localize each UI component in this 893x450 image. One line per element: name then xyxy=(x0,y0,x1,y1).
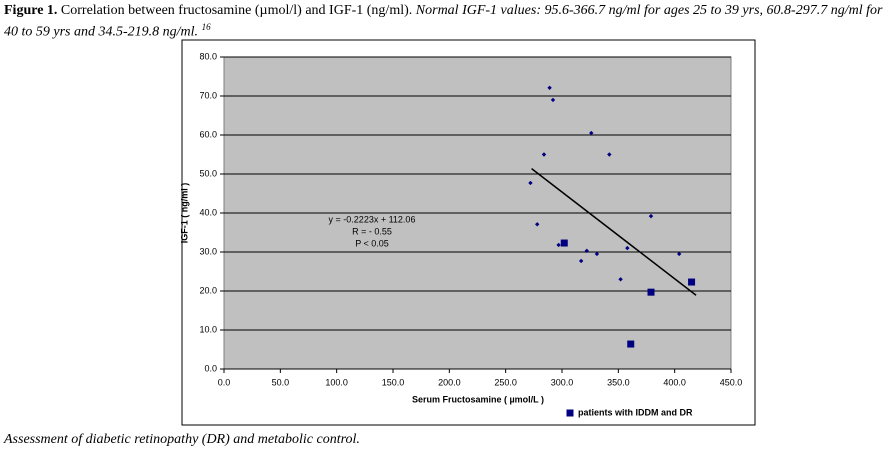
legend-label: patients with IDDM and DR xyxy=(578,407,693,417)
y-tick-label: 80.0 xyxy=(199,51,217,61)
marker xyxy=(578,258,584,264)
x-tick-label: 200.0 xyxy=(438,377,461,387)
x-tick-label: 450.0 xyxy=(720,377,743,387)
marker xyxy=(550,97,556,103)
marker xyxy=(528,180,533,186)
marker xyxy=(676,251,682,257)
chart: IGF-1 ( ng/ml ) Serum Fructosamine ( µmo… xyxy=(179,39,756,426)
marker xyxy=(556,242,561,248)
y-tick-label: 10.0 xyxy=(199,324,217,334)
marker xyxy=(547,85,552,91)
marker xyxy=(627,340,635,348)
y-tick-label: 30.0 xyxy=(199,246,217,256)
y-tick-label: 0.0 xyxy=(204,363,217,373)
marker xyxy=(594,251,600,257)
marker xyxy=(535,222,540,227)
trendline xyxy=(531,168,697,296)
marker xyxy=(688,278,696,286)
marker xyxy=(618,277,623,282)
x-tick-label: 250.0 xyxy=(494,377,517,387)
x-tick-label: 150.0 xyxy=(382,377,405,387)
y-tick-label: 20.0 xyxy=(199,285,217,295)
x-tick-label: 0.0 xyxy=(218,377,231,387)
y-tick-label: 40.0 xyxy=(199,207,217,217)
marker xyxy=(560,239,568,247)
y-tick-label: 50.0 xyxy=(199,168,217,178)
caption-note: Normal IGF-1 values: 95.6-366.7 ng/ml fo… xyxy=(4,3,883,40)
annotation: R = - 0.55 xyxy=(352,226,392,236)
x-tick-label: 50.0 xyxy=(272,377,290,387)
y-axis-label: IGF-1 ( ng/ml ) xyxy=(179,183,189,244)
footer: Assessment of diabetic retinopathy (DR) … xyxy=(4,432,360,447)
marker xyxy=(584,248,589,254)
marker xyxy=(647,288,655,296)
marker xyxy=(566,409,574,417)
x-axis-label: Serum Fructosamine ( µmol/L ) xyxy=(412,394,544,404)
marker xyxy=(625,245,630,251)
marker xyxy=(648,213,654,219)
caption-ref: 16 xyxy=(201,22,211,32)
x-tick-label: 350.0 xyxy=(607,377,630,387)
y-tick-label: 70.0 xyxy=(199,90,217,100)
marker xyxy=(607,152,612,157)
x-tick-label: 300.0 xyxy=(551,377,574,387)
caption-text: Correlation between fructosamine (µmol/l… xyxy=(60,3,413,18)
annotation: y = -0.2223x + 112.06 xyxy=(329,214,416,224)
x-tick-label: 100.0 xyxy=(325,377,348,387)
marker xyxy=(589,130,594,136)
marker xyxy=(541,152,547,157)
caption-label: Figure 1. xyxy=(4,3,58,18)
x-tick-label: 400.0 xyxy=(663,377,686,387)
y-tick-label: 60.0 xyxy=(199,129,217,139)
caption: Figure 1. Correlation between fructosami… xyxy=(4,3,889,41)
annotation: P < 0.05 xyxy=(355,238,389,248)
